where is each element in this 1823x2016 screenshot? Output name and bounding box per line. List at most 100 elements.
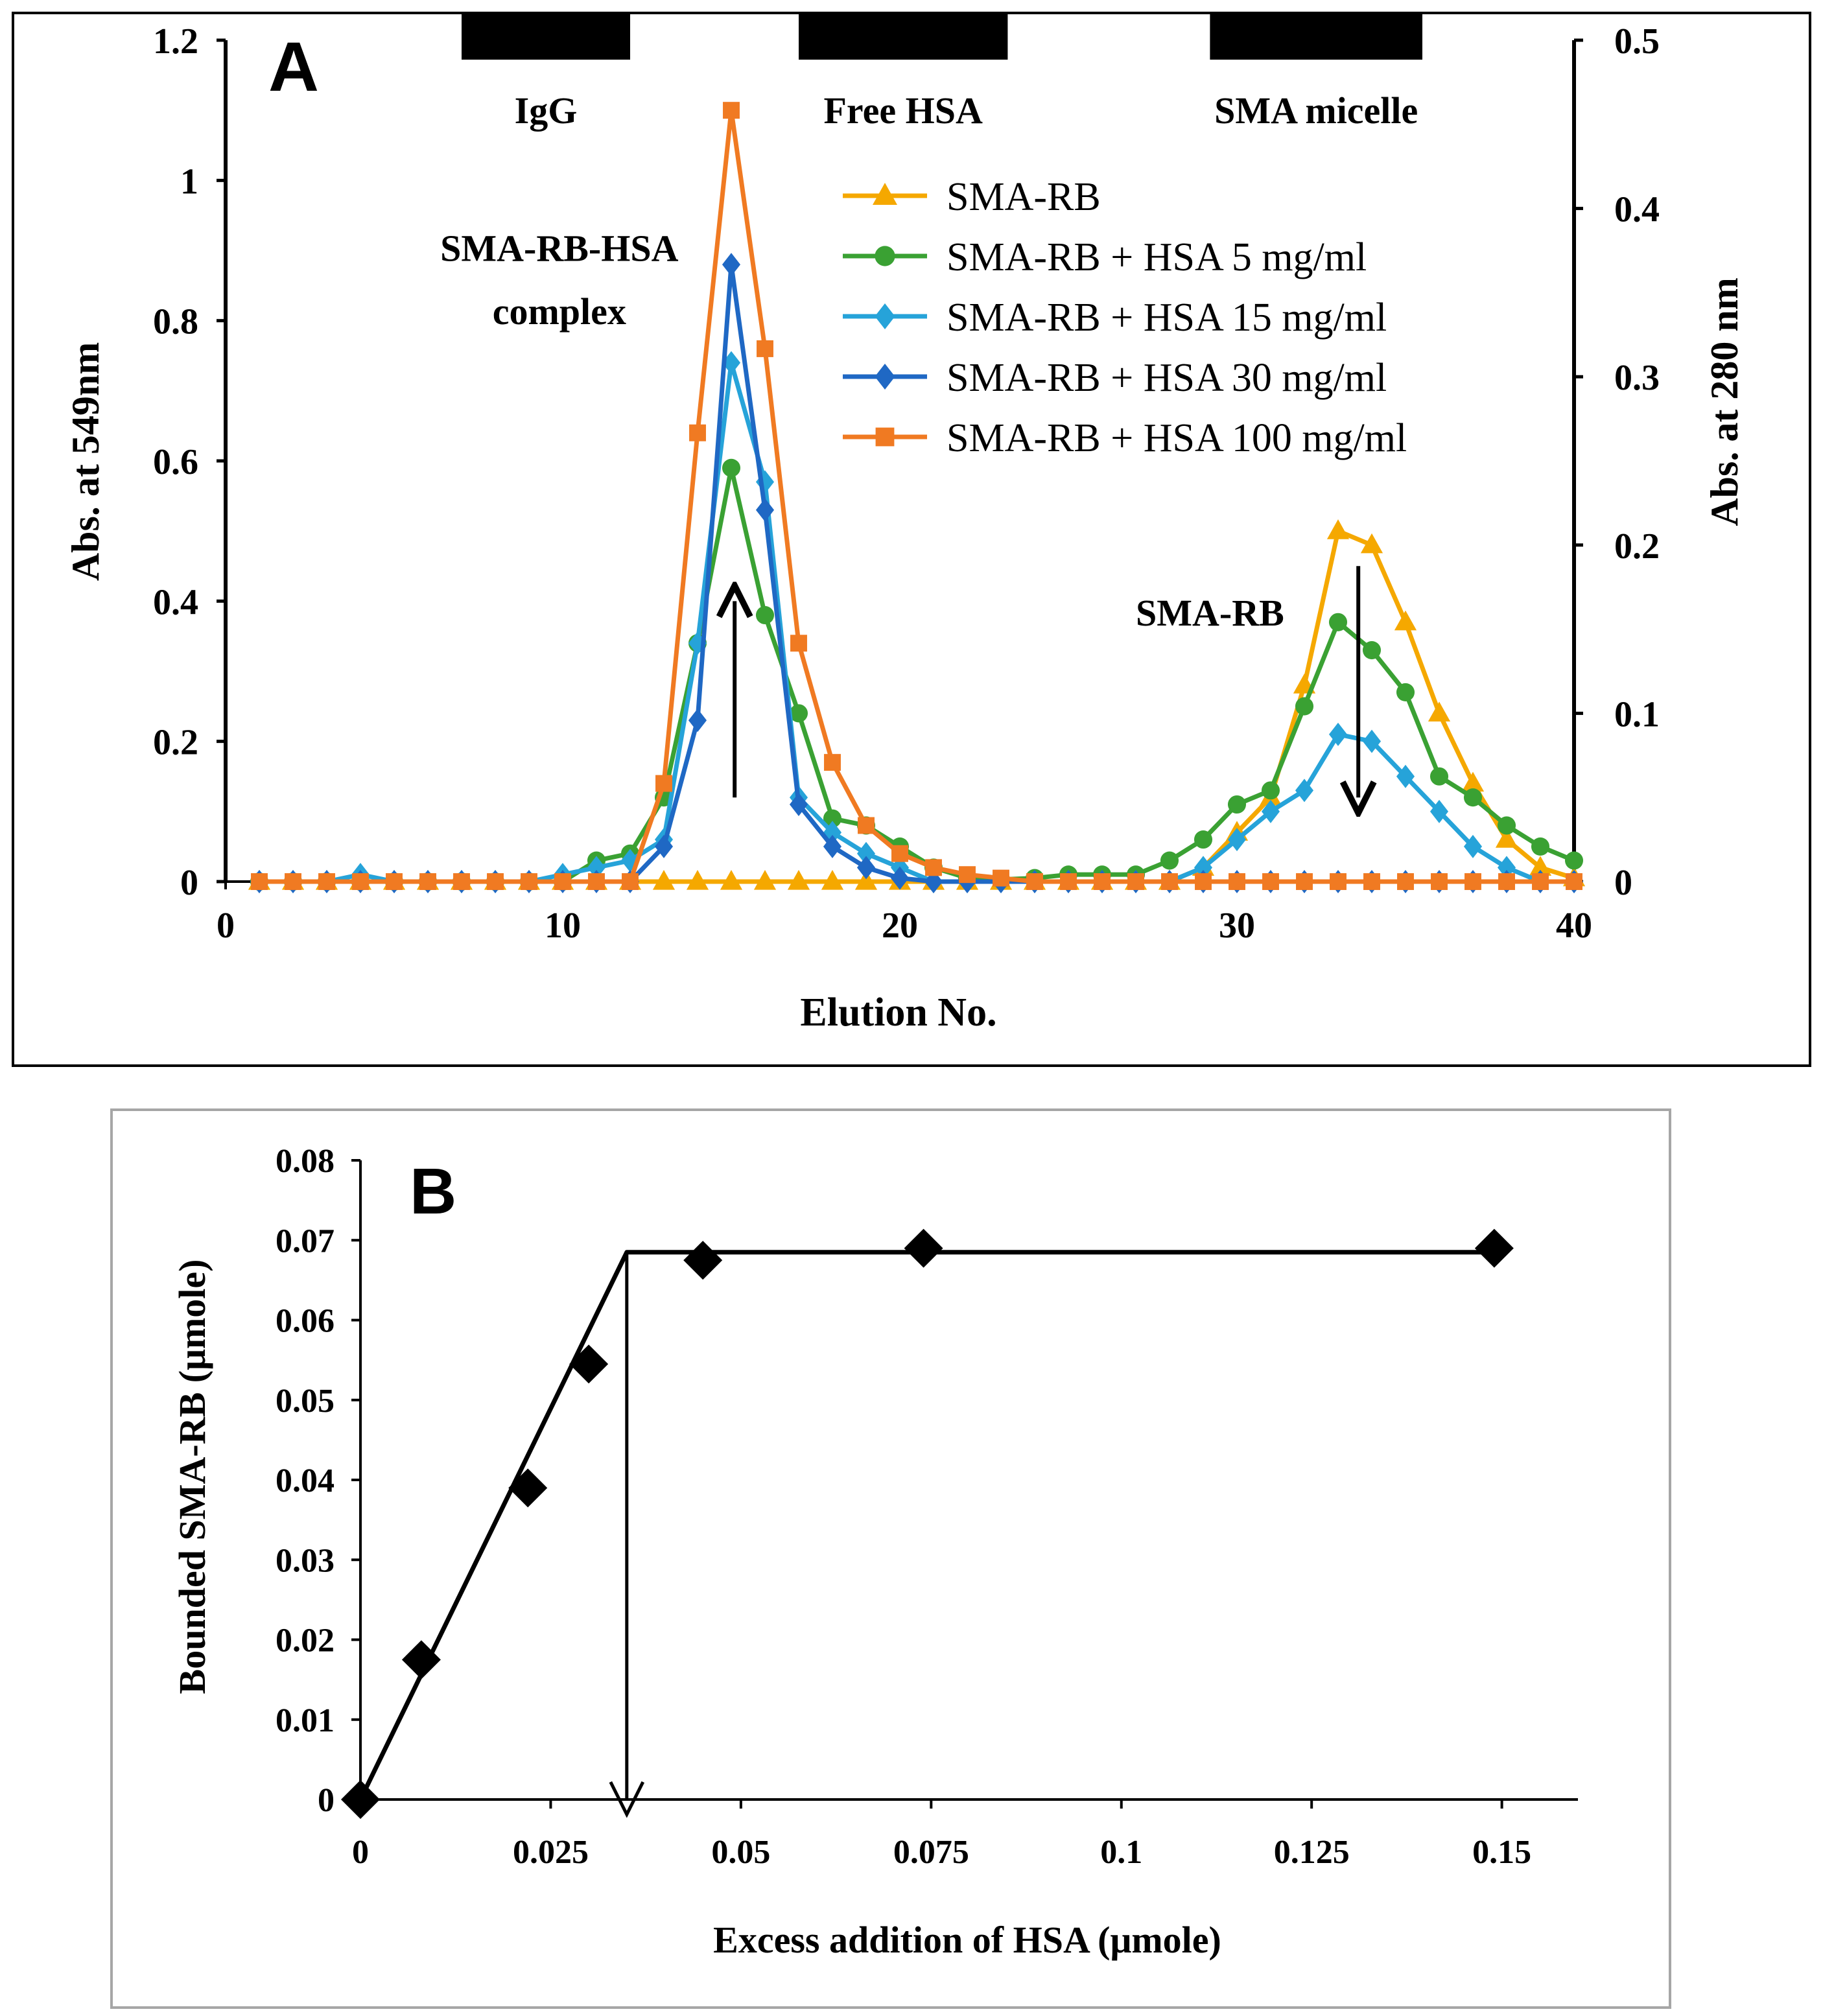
y2-axis-title: Abs. at 280 nm (1703, 277, 1746, 526)
data-point (753, 870, 777, 890)
data-point (1396, 764, 1415, 788)
data-point (755, 605, 775, 625)
y-tick-label-b: 0.04 (276, 1462, 335, 1499)
data-point (683, 1241, 723, 1280)
data-point (1497, 816, 1516, 835)
data-point (891, 845, 908, 862)
y-tick-label-b: 0.05 (276, 1383, 335, 1420)
legend-label: SMA-RB (947, 175, 1101, 219)
y2-tick-label: 0 (1614, 863, 1632, 903)
data-point (1564, 851, 1584, 870)
data-point (655, 775, 672, 792)
y-axis-title-b: Bounded SMA-RB (μmole) (171, 1260, 213, 1694)
data-point (1532, 873, 1549, 890)
series-line (259, 108, 1574, 884)
legend-item: SMA-RB + HSA 15 mg/ml (843, 296, 1387, 340)
data-point (789, 704, 808, 723)
data-point (1529, 856, 1552, 876)
panel-a-series (248, 102, 1586, 893)
data-point (1362, 641, 1382, 660)
y-tick-label-b: 0.02 (276, 1623, 335, 1659)
data-point (856, 841, 876, 865)
data-point (1531, 837, 1550, 856)
y-tick-label: 0.2 (153, 723, 198, 763)
data-point (1464, 873, 1481, 890)
fraction-bar-label: SMA micelle (1214, 89, 1418, 132)
y2-tick-label: 0.3 (1614, 358, 1660, 398)
legend: SMA-RB SMA-RB + HSA 5 mg/ml SMA-RB + HSA 1… (843, 175, 1407, 460)
data-point (1498, 873, 1515, 890)
data-point (1262, 873, 1279, 890)
x-axis-title: Elution No. (800, 990, 996, 1035)
data-point (401, 1640, 441, 1680)
data-point (823, 834, 842, 858)
data-point (1428, 701, 1451, 721)
x-axis-title-b: Excess addition of HSA (μmole) (713, 1919, 1221, 1961)
y-tick-label: 0.6 (153, 442, 198, 482)
y2-tick-label: 0.4 (1614, 190, 1660, 230)
data-point (1429, 799, 1449, 823)
y-tick-label: 0.8 (153, 302, 198, 342)
data-point (787, 870, 810, 890)
data-point (251, 873, 268, 890)
data-point (1161, 873, 1178, 890)
x-tick-label: 40 (1556, 906, 1592, 946)
data-point (1326, 519, 1350, 539)
data-point (569, 1344, 609, 1384)
y-tick-label-b: 0 (318, 1782, 335, 1819)
data-point (890, 866, 910, 890)
y-tick-label: 0 (180, 863, 198, 903)
data-point (1566, 873, 1582, 890)
panel-b-label: B (410, 1155, 456, 1228)
x-tick-label-b: 0.075 (893, 1834, 969, 1871)
data-point (386, 873, 403, 890)
fraction-bar (799, 14, 1008, 60)
legend-swatch-marker (873, 183, 897, 205)
y2-tick-label: 0.5 (1614, 21, 1660, 62)
legend-item: SMA-RB + HSA 100 mg/ml (843, 416, 1407, 460)
y2-tick-label: 0.1 (1614, 694, 1660, 734)
y-tick-label: 1.2 (153, 21, 198, 62)
legend-swatch-marker (875, 303, 895, 329)
data-point (1328, 722, 1348, 746)
fraction-bar-label: Free HSA (824, 89, 983, 132)
data-point (722, 351, 741, 375)
data-point (686, 870, 709, 890)
data-point (487, 873, 504, 890)
data-point (620, 849, 640, 873)
data-point (689, 424, 706, 441)
panel-b-series (341, 1228, 1514, 1819)
legend-item: SMA-RB + HSA 5 mg/ml (843, 235, 1367, 279)
data-point (1463, 834, 1483, 858)
annotation: SMA-RB (1136, 592, 1284, 634)
y2-tick-label: 0.2 (1614, 526, 1660, 567)
data-point (587, 856, 606, 880)
fraction-bars: IgG Free HSA SMA micelle (462, 14, 1422, 132)
data-point (993, 869, 1009, 887)
data-point (352, 873, 369, 890)
data-point (1394, 610, 1417, 631)
legend-label: SMA-RB + HSA 30 mg/ml (947, 356, 1387, 400)
y-tick-label-b: 0.06 (276, 1303, 335, 1340)
data-point (1127, 873, 1144, 890)
x-tick-label-b: 0.1 (1100, 1834, 1142, 1871)
data-point (453, 873, 470, 890)
annotation: SMA-RB-HSA (440, 228, 678, 270)
x-tick-label: 10 (545, 906, 581, 946)
fraction-bar-label: IgG (515, 89, 578, 132)
legend-item: SMA-RB + HSA 30 mg/ml (843, 356, 1387, 400)
y-tick-label-b: 0.03 (276, 1542, 335, 1579)
data-point (1227, 795, 1247, 814)
data-point (1261, 781, 1280, 800)
panel-a-label: A (268, 27, 319, 106)
x-tick-label-b: 0.15 (1472, 1834, 1531, 1871)
y-tick-label-b: 0.01 (276, 1702, 335, 1739)
data-point (622, 873, 639, 890)
data-point (1363, 873, 1380, 890)
y-tick-label-b: 0.07 (276, 1223, 335, 1260)
legend-swatch-marker (875, 246, 895, 266)
data-point (508, 1468, 548, 1508)
data-point (588, 873, 605, 890)
data-point (654, 834, 674, 858)
